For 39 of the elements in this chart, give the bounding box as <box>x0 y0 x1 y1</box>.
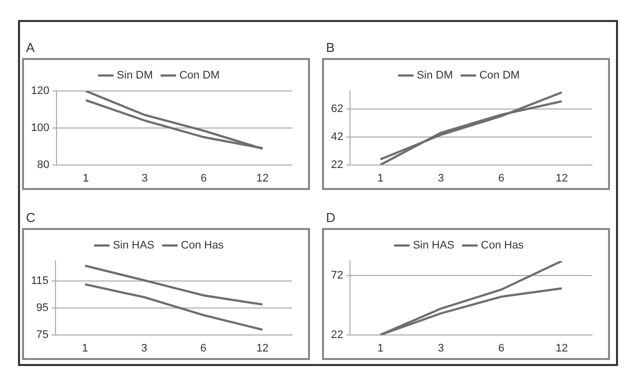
legend-label: Con DM <box>179 70 220 82</box>
x-tick-label: 1 <box>377 342 384 354</box>
y-tick-label: 22 <box>330 158 344 171</box>
y-tick-label: 72 <box>330 269 344 282</box>
x-tick-label: 6 <box>200 342 206 354</box>
x-tick-label: 3 <box>438 342 444 354</box>
legend-label: Con Has <box>180 240 224 252</box>
x-tick-label: 6 <box>498 342 504 354</box>
x-tick-label: 1 <box>377 172 384 184</box>
legend-label: Sin DM <box>116 70 153 82</box>
x-tick-label: 12 <box>256 172 269 184</box>
chart-title: A <box>26 40 35 55</box>
x-tick-label: 12 <box>256 342 269 354</box>
y-tick-label: 95 <box>36 302 49 314</box>
y-tick-label: 75 <box>36 328 49 341</box>
y-tick-label: 80 <box>37 158 50 171</box>
chart-title: C <box>26 210 36 225</box>
y-tick-label: 115 <box>30 275 49 288</box>
y-tick-label: 100 <box>30 122 50 134</box>
legend-label: Sin HAS <box>412 240 454 252</box>
y-tick-label: 62 <box>330 103 344 116</box>
x-tick-label: 1 <box>82 342 88 354</box>
legend-label: Sin DM <box>416 70 453 82</box>
x-tick-label: 12 <box>556 342 568 354</box>
x-tick-label: 3 <box>141 342 148 354</box>
legend-label: Sin HAS <box>112 240 154 252</box>
chart-title: B <box>326 40 335 55</box>
y-tick-label: 42 <box>330 130 344 143</box>
x-tick-label: 1 <box>82 172 89 184</box>
legend-label: Con Has <box>480 240 524 252</box>
x-tick-label: 12 <box>556 172 568 184</box>
x-tick-label: 3 <box>142 172 148 184</box>
x-tick-label: 3 <box>438 172 444 184</box>
x-tick-label: 6 <box>200 172 207 184</box>
legend-label: Con DM <box>479 70 520 82</box>
chart-title: D <box>326 210 336 225</box>
y-tick-label: 22 <box>330 328 344 341</box>
x-tick-label: 6 <box>498 172 504 184</box>
y-tick-label: 120 <box>30 85 50 98</box>
